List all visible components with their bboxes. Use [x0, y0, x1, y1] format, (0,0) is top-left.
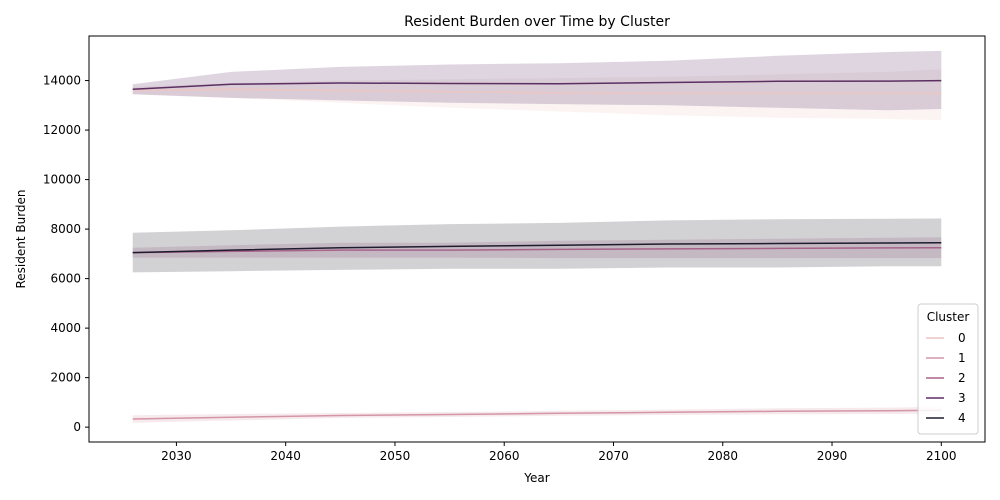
x-tick-label: 2060: [489, 449, 520, 463]
x-tick-label: 2080: [707, 449, 738, 463]
x-tick-label: 2050: [380, 449, 411, 463]
line-cluster-0: [132, 88, 942, 95]
band-cluster-3: [132, 50, 942, 111]
x-tick-label: 2090: [817, 449, 848, 463]
band-cluster-1: [132, 406, 942, 423]
legend-label-4: 4: [958, 411, 966, 425]
legend-label-1: 1: [958, 351, 966, 365]
x-tick-label: 2040: [270, 449, 301, 463]
line-cluster-1: [132, 409, 942, 420]
legend-box: [917, 303, 979, 435]
x-tick-label: 2070: [598, 449, 629, 463]
y-tick-label: 4000: [50, 321, 81, 335]
y-tick-label: 0: [73, 420, 81, 434]
line-cluster-3: [132, 79, 942, 90]
x-tick-label: 2100: [926, 449, 957, 463]
y-tick-label: 2000: [50, 371, 81, 385]
chart-title: Resident Burden over Time by Cluster: [404, 14, 670, 30]
series-lines: [132, 79, 942, 420]
legend-label-2: 2: [958, 371, 966, 385]
plot-frame: [88, 35, 986, 443]
axes: 2030 2040 2050 2060 2070 2080 2090 2100 0 2000 400…: [43, 35, 986, 463]
y-tick-label: 10000: [43, 173, 81, 187]
y-axis-title: Resident Burden: [14, 189, 28, 288]
legend-label-3: 3: [958, 391, 966, 405]
legend-title: Cluster: [927, 310, 970, 324]
legend: Cluster 0 1 2 3 4: [917, 303, 979, 435]
line-cluster-4: [132, 241, 942, 254]
legend-label-0: 0: [958, 331, 966, 345]
x-tick-label: 2030: [161, 449, 192, 463]
y-tick-label: 12000: [43, 123, 81, 137]
x-axis-title: Year: [523, 471, 549, 485]
y-tick-label: 6000: [50, 272, 81, 286]
y-tick-label: 8000: [50, 222, 81, 236]
y-tick-label: 14000: [43, 74, 81, 88]
band-cluster-2: [132, 237, 942, 259]
line-cluster-2: [132, 246, 942, 254]
